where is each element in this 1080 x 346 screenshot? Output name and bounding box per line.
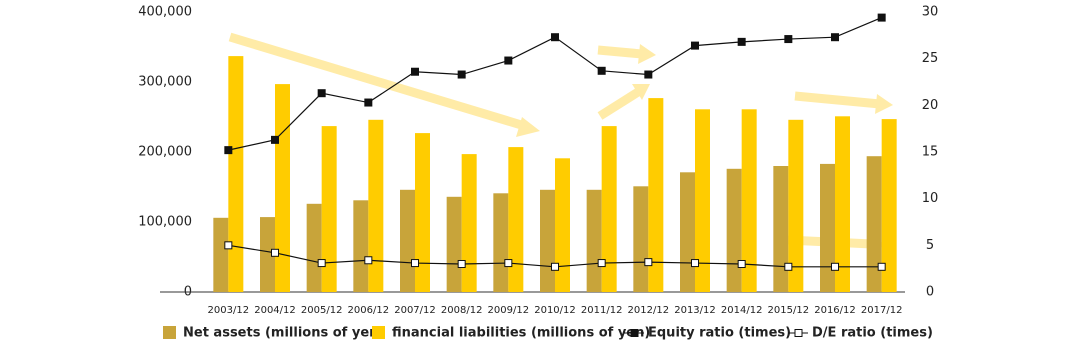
marker [504,259,513,268]
bar [228,56,244,292]
bar [866,156,882,292]
legend-swatch [163,326,176,339]
marker [877,262,886,271]
legend-label: Equity ratio (times) [648,326,791,341]
marker [271,248,279,257]
x-tick-label: 2008/12 [441,305,483,316]
marker [317,89,326,98]
marker [457,70,466,79]
x-tick-label: 2007/12 [394,305,436,316]
x-tick-label: 2011/12 [581,305,623,316]
bar [493,193,509,292]
marker [364,256,373,265]
legend-marker [630,329,639,337]
x-tick-label: 2012/12 [628,305,670,316]
y2-tick-label: 20 [922,98,939,113]
marker [597,259,606,268]
marker [644,258,653,267]
x-tick-label: 2005/12 [301,305,343,316]
y2-tick-label: 5 [926,238,934,253]
x-tick-label: 2004/12 [254,305,296,316]
marker [271,135,279,144]
y2-tick-label: 10 [922,191,939,206]
marker [364,98,373,107]
marker [411,259,419,268]
bar [726,168,742,292]
bar [680,172,695,292]
marker [411,67,419,76]
bar [508,147,524,292]
bar [353,200,369,292]
legend-label: financial liabilities (millions of yen) [392,326,650,341]
marker [317,259,326,268]
x-tick-label: 2006/12 [348,305,390,316]
marker [737,37,746,46]
bar [446,196,462,292]
bar [741,109,757,292]
x-tick-label: 2015/12 [768,305,810,316]
bar [820,163,835,292]
legend-label: D/E ratio (times) [812,326,933,341]
marker [831,262,839,271]
marker [504,56,513,65]
bar [835,116,850,292]
bar [321,126,337,292]
bar [540,189,555,292]
marker [691,259,699,268]
marker [784,262,793,271]
bar [601,126,617,292]
marker [737,260,746,268]
marker [784,35,793,44]
marker [644,70,653,79]
y2-tick-label: 15 [922,145,939,160]
marker [551,262,559,271]
bar [695,109,710,292]
bar [306,203,322,292]
bar [788,119,804,292]
legend-swatch [372,326,385,339]
bar [275,84,290,292]
x-tick-label: 2010/12 [534,305,576,316]
bar [633,186,649,292]
bar [773,166,789,292]
marker [831,33,839,42]
y2-tick-label: 25 [922,51,939,66]
bar [881,119,897,292]
y-tick-label: 100,000 [138,215,192,230]
marker [224,241,233,250]
bar [260,217,275,292]
x-tick-label: 2013/12 [674,305,716,316]
bar [415,133,430,292]
x-tick-label: 2016/12 [814,305,856,316]
marker [457,260,466,268]
legend-marker [794,329,803,337]
x-tick-label: 2017/12 [861,305,903,316]
bar [213,217,229,292]
y-tick-label: 400,000 [138,5,192,20]
bar [461,154,477,292]
y-tick-label: 300,000 [138,75,192,90]
bar [368,119,384,292]
marker [551,33,559,42]
legend-label: Net assets (millions of yen) [183,326,384,341]
bar [586,189,602,292]
x-tick-label: 2003/12 [208,305,250,316]
y2-tick-label: 30 [922,5,939,20]
x-tick-label: 2014/12 [721,305,763,316]
bar [555,158,570,292]
x-tick-label: 2009/12 [488,305,530,316]
marker [877,13,886,22]
bar [400,189,415,292]
marker [691,41,699,50]
marker [224,146,233,155]
bar [648,98,664,292]
marker [597,66,606,75]
y2-tick-label: 0 [926,285,934,300]
y-tick-label: 200,000 [138,145,192,160]
